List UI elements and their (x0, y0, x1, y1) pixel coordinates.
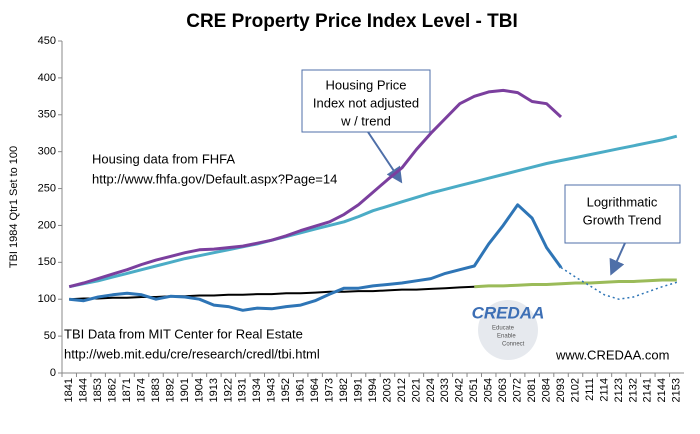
x-tick-label: 2081 (526, 378, 538, 402)
annotation-text: w / trend (340, 113, 391, 128)
annotation-text: www.CREDAA.com (555, 347, 669, 362)
x-tick-label: 2102 (569, 378, 581, 402)
y-tick-label: 300 (38, 146, 56, 158)
y-tick-label: 400 (38, 72, 56, 84)
y-tick-label: 350 (38, 109, 56, 121)
annotation-text: http://web.mit.edu/cre/research/credl/tb… (64, 346, 320, 361)
y-tick-label: 450 (38, 35, 56, 47)
logo-tag: Enable (497, 334, 516, 340)
series-line (68, 134, 678, 289)
annotation-text: Housing Price (326, 77, 407, 92)
series-line (69, 203, 563, 312)
x-tick-label: 1964 (309, 378, 321, 402)
x-tick-label: 1973 (324, 378, 336, 402)
x-tick-label: 2042 (454, 378, 466, 402)
series-line (68, 88, 563, 289)
x-tick-label: 2024 (425, 378, 437, 402)
x-tick-label: 2132 (627, 378, 639, 402)
y-tick-label: 200 (38, 219, 56, 231)
x-tick-label: 1982 (338, 378, 350, 402)
x-tick-label: 1913 (208, 378, 220, 402)
annotation-box (564, 184, 681, 244)
y-tick-label: 100 (38, 293, 56, 305)
x-tick-label: 2063 (497, 378, 509, 402)
x-tick-label: 2012 (396, 378, 408, 402)
x-tick-label: 2141 (642, 378, 654, 402)
x-tick-label: 1862 (107, 378, 119, 402)
x-tick-label: 1874 (135, 378, 147, 402)
arrow (609, 242, 626, 276)
x-tick-label: 1841 (63, 378, 75, 402)
x-tick-label: 1901 (179, 378, 191, 402)
x-tick-label: 1844 (78, 378, 90, 402)
x-tick-label: 2084 (540, 378, 552, 402)
logo-tag: Connect (502, 342, 525, 348)
chart-title: CRE Property Price Index Level - TBI (186, 11, 518, 32)
logo-tag: Educate (492, 326, 515, 332)
x-tick-label: 2033 (439, 378, 451, 402)
x-tick-label: 1883 (150, 378, 162, 402)
series-line (69, 285, 475, 301)
x-tick-label: 1853 (92, 378, 104, 402)
y-tick-label: 0 (50, 367, 56, 379)
y-axis-label: TBI 1984 Qtr1 Set to 100 (8, 146, 20, 268)
annotation-text: Index not adjusted (313, 95, 419, 110)
x-tick-label: 1943 (266, 378, 278, 402)
x-tick-label: 1892 (164, 378, 176, 402)
annotation-text: http://www.fhfa.gov/Default.aspx?Page=14 (92, 171, 337, 186)
x-tick-label: 2003 (381, 378, 393, 402)
x-tick-label: 2111 (584, 378, 596, 401)
x-tick-label: 1952 (280, 378, 292, 402)
x-tick-label: 1991 (352, 378, 364, 402)
x-tick-label: 2051 (468, 378, 480, 402)
annotation-text: Growth Trend (583, 212, 662, 227)
logo-disc (478, 300, 538, 360)
annotation-text: Housing data from FHFA (92, 151, 235, 166)
x-tick-label: 1871 (121, 378, 133, 402)
series-line (560, 266, 678, 300)
annotation-box (301, 69, 431, 133)
annotation-text: Logrithmatic (587, 194, 658, 209)
x-tick-label: 2093 (555, 378, 567, 402)
x-tick-label: 2114 (598, 378, 610, 402)
logo-name: CREDAA (472, 303, 545, 322)
logo: CREDAA Educate Enable Connect (472, 300, 545, 360)
y-tick-label: 150 (38, 256, 56, 268)
x-tick-label: 2072 (512, 378, 524, 402)
x-tick-label: 1931 (237, 378, 249, 402)
x-tick-label: 1934 (251, 378, 263, 402)
x-tick-label: 2123 (613, 378, 625, 402)
x-tick-label: 1994 (367, 378, 379, 402)
y-tick-label: 250 (38, 182, 56, 194)
x-tick-label: 2021 (410, 378, 422, 402)
x-tick-label: 2054 (483, 378, 495, 402)
annotation-text: TBI Data from MIT Center for Real Estate (64, 326, 303, 341)
series-line (474, 278, 677, 289)
y-tick-label: 50 (44, 330, 56, 342)
x-tick-label: 1961 (295, 378, 307, 402)
x-tick-label: 1904 (193, 378, 205, 402)
x-tick-label: 1922 (222, 378, 234, 402)
x-tick-label: 2144 (656, 378, 668, 402)
x-tick-label: 2153 (671, 378, 683, 402)
